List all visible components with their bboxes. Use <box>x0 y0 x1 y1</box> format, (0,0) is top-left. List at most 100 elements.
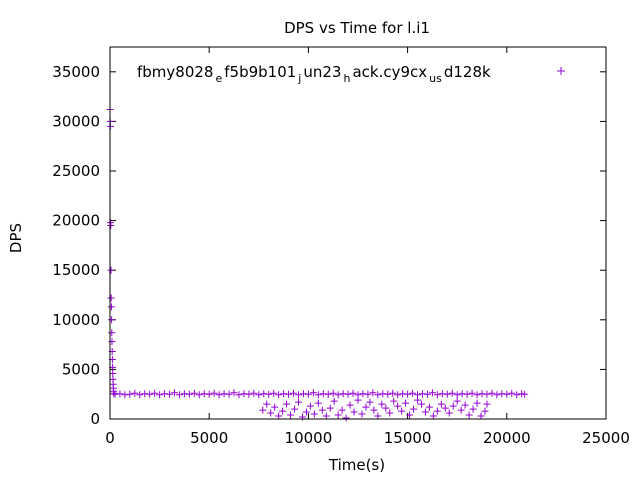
data-point <box>326 404 334 412</box>
data-point <box>330 397 338 405</box>
x-tick-label: 20000 <box>483 429 531 447</box>
data-point <box>255 391 263 399</box>
data-point <box>156 391 164 399</box>
data-point <box>429 412 437 420</box>
data-point <box>421 408 429 416</box>
x-tick-label: 25000 <box>582 429 630 447</box>
data-point <box>306 402 314 410</box>
legend-subscript: j <box>297 72 301 85</box>
data-point <box>433 391 441 399</box>
data-point <box>443 390 451 398</box>
data-point <box>225 390 233 398</box>
data-point <box>513 391 521 399</box>
data-point <box>473 399 481 407</box>
data-point <box>461 401 469 409</box>
data-point <box>294 398 302 406</box>
data-point <box>349 389 357 397</box>
y-axis-label: DPS <box>7 223 25 253</box>
data-point <box>469 405 477 413</box>
data-point <box>287 411 295 419</box>
data-point <box>508 389 516 397</box>
data-point <box>324 390 332 398</box>
data-point <box>329 389 337 397</box>
data-point <box>290 389 298 397</box>
data-point <box>410 405 418 413</box>
data-point <box>275 391 283 399</box>
data-point <box>449 402 457 410</box>
data-point <box>382 404 390 412</box>
y-tick-label: 15000 <box>52 261 100 279</box>
data-point <box>437 400 445 408</box>
data-point <box>291 405 299 413</box>
chart-title: DPS vs Time for l.i1 <box>284 19 430 37</box>
data-point <box>195 391 203 399</box>
data-point <box>338 406 346 414</box>
legend-text-part: fbmy8028 <box>137 63 213 81</box>
data-point <box>107 222 115 230</box>
data-point <box>521 390 529 398</box>
data-points <box>106 105 529 422</box>
legend-label: fbmy8028 e f5b9b101 j un23 h ack.cy9cx us d128k <box>137 63 491 85</box>
data-point <box>185 390 193 398</box>
data-point <box>423 390 431 398</box>
legend-text-part: ack.cy9cx <box>352 63 427 81</box>
data-point <box>457 406 465 414</box>
data-point <box>425 403 433 411</box>
data-point <box>488 389 496 397</box>
data-point <box>433 407 441 415</box>
data-point <box>374 412 382 420</box>
data-point <box>398 407 406 415</box>
data-point <box>354 396 362 404</box>
data-point <box>270 389 278 397</box>
x-tick-label: 5000 <box>190 429 228 447</box>
data-point <box>473 391 481 399</box>
plot-frame <box>109 46 607 420</box>
legend-text-part: f5b9b101 <box>224 63 296 81</box>
data-point <box>116 390 124 398</box>
data-point <box>394 391 402 399</box>
data-point <box>441 404 449 412</box>
x-tick-label: 15000 <box>384 429 432 447</box>
data-point <box>364 390 372 398</box>
data-point <box>468 389 476 397</box>
data-point <box>314 399 322 407</box>
data-point <box>275 412 283 420</box>
data-point <box>166 390 174 398</box>
data-point <box>245 390 253 398</box>
data-point <box>309 389 317 397</box>
legend-subscript: us <box>429 72 442 85</box>
data-point <box>362 403 370 411</box>
data-point <box>414 396 422 404</box>
data-point <box>503 390 511 398</box>
data-point <box>285 390 293 398</box>
data-point <box>190 389 198 397</box>
data-point <box>334 411 342 419</box>
data-point <box>170 389 178 397</box>
data-point <box>108 329 116 337</box>
data-point <box>378 400 386 408</box>
data-point <box>493 391 501 399</box>
data-point <box>279 407 287 415</box>
data-point <box>483 390 491 398</box>
data-point <box>205 390 213 398</box>
data-point <box>175 391 183 399</box>
legend-text-part: un23 <box>303 63 341 81</box>
data-point <box>215 391 223 399</box>
data-point <box>350 408 358 416</box>
data-point <box>230 389 238 397</box>
y-tick-label: 20000 <box>52 212 100 230</box>
data-point <box>370 406 378 414</box>
data-point <box>151 389 159 397</box>
data-point <box>131 389 139 397</box>
data-point <box>402 399 410 407</box>
data-point <box>136 391 144 399</box>
data-point <box>366 398 374 406</box>
data-point <box>481 407 489 415</box>
data-point <box>126 390 134 398</box>
data-point <box>406 411 414 419</box>
data-point <box>409 389 417 397</box>
data-point <box>210 389 218 397</box>
data-point <box>107 294 115 302</box>
data-point <box>369 389 377 397</box>
